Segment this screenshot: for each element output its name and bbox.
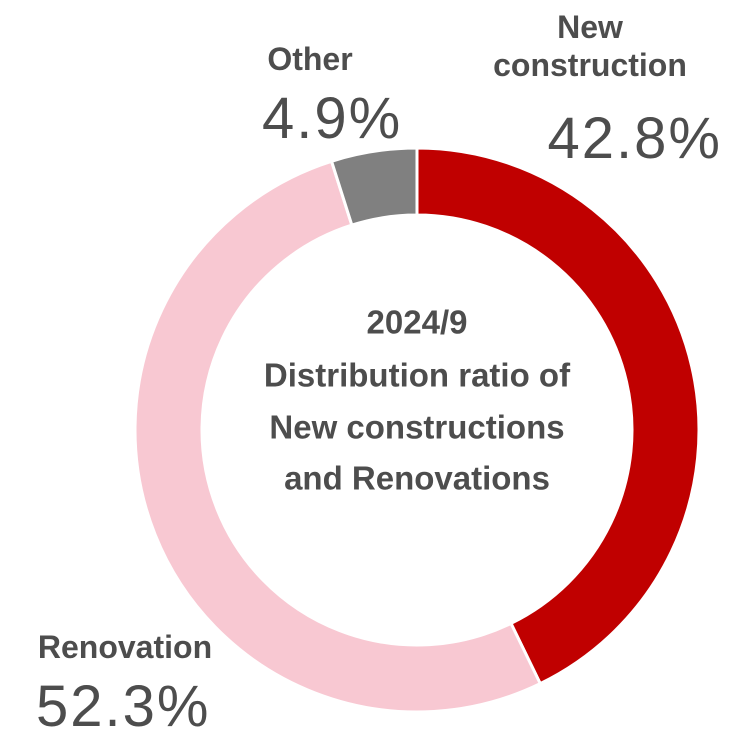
chart-title: New constructions <box>269 409 564 446</box>
value-label: 42.8% <box>547 106 722 171</box>
chart-title: 2024/9 <box>367 304 468 341</box>
category-label: Renovation <box>37 629 213 665</box>
value-label: 4.9% <box>262 86 403 151</box>
donut-slice <box>133 159 543 714</box>
chart-title: and Renovations <box>284 460 550 497</box>
donut-slice <box>415 146 701 686</box>
category-label: Other <box>267 41 353 77</box>
category-label: New construction <box>493 9 687 83</box>
chart-title: Distribution ratio of <box>264 357 571 394</box>
donut-slice <box>329 146 419 227</box>
value-label: 52.3% <box>36 674 211 732</box>
